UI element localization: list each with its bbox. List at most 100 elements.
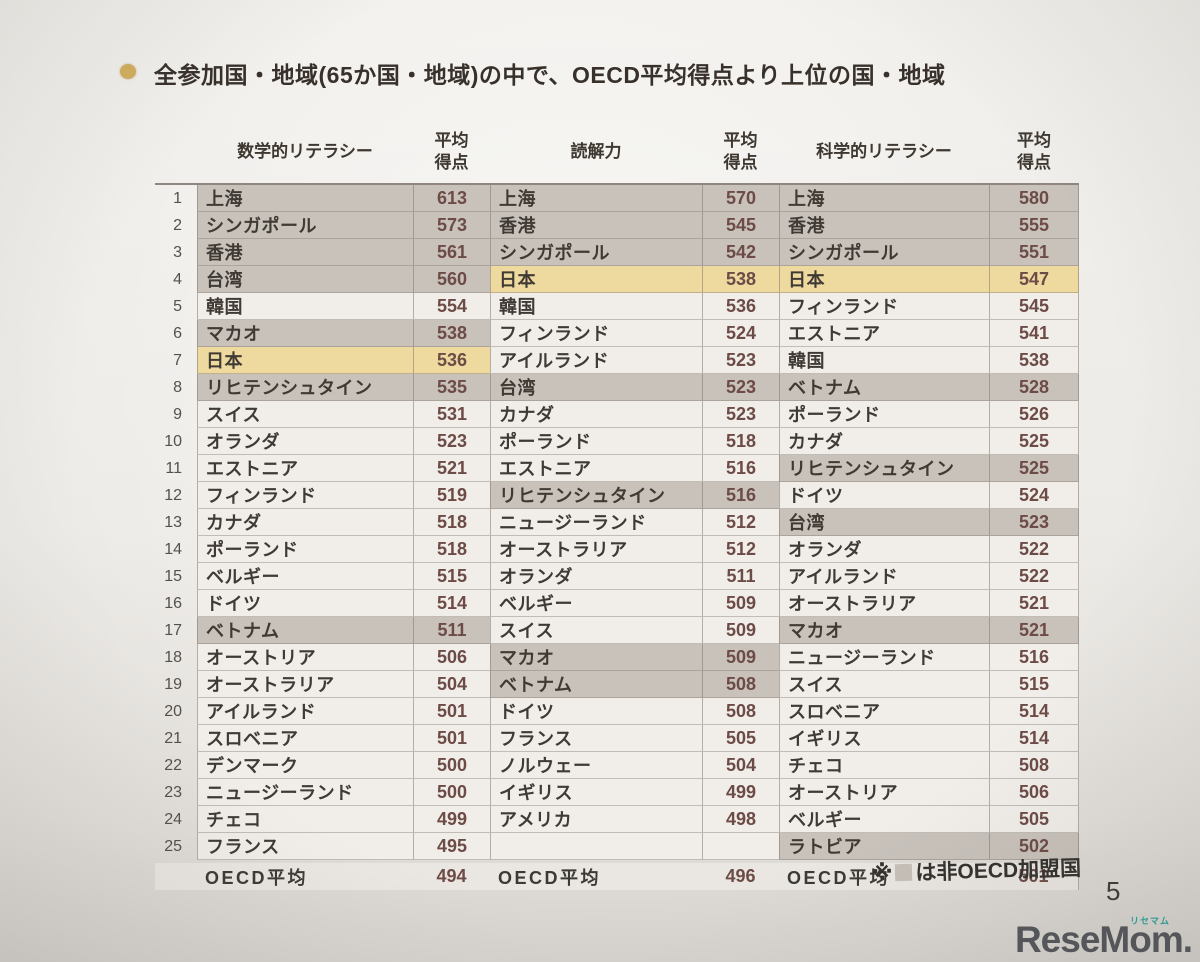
science-score-cell: 522 [989,536,1079,563]
science-score-cell: 522 [989,563,1079,590]
math-country-cell: マカオ [197,320,413,347]
table-row: 14 ポーランド 518 オーストラリア 512 オランダ 522 [155,536,1079,563]
rank-cell: 12 [164,486,182,504]
rank-cell: 3 [173,243,182,261]
rank-cell: 23 [164,783,182,801]
science-score-cell: 541 [989,320,1079,347]
math-score-cell: 500 [413,752,490,779]
table-row: 19 オーストラリア 504 ベトナム 508 スイス 515 [155,671,1079,698]
rank-cell: 6 [173,324,182,342]
table-row: 9 スイス 531 カナダ 523 ポーランド 526 [155,401,1079,428]
science-country-cell: オーストリア [779,779,989,806]
title-bullet-icon [120,64,136,79]
science-country-cell: オランダ [779,536,989,563]
table-row: 12 フィンランド 519 リヒテンシュタイン 516 ドイツ 524 [155,482,1079,509]
table-row: 3 香港 561 シンガポール 542 シンガポール 551 [155,239,1079,266]
reading-score-cell: 499 [702,779,779,806]
table-row: 1 上海 613 上海 570 上海 580 [155,185,1079,212]
rank-cell: 2 [173,216,182,234]
reading-country-cell: 上海 [490,185,702,212]
reading-country-cell: フランス [490,725,702,752]
resemom-watermark: リセマム ReseMom. [1014,917,1193,960]
math-country-cell: 香港 [197,239,413,266]
science-country-cell: シンガポール [779,239,989,266]
reading-country-cell: オランダ [490,563,702,590]
reading-country-cell: 台湾 [490,374,702,401]
rank-cell: 11 [165,459,182,477]
reading-country-cell: シンガポール [490,239,702,266]
math-country-cell: カナダ [197,509,413,536]
science-score-cell: 515 [989,671,1079,698]
table-row: 7 日本 536 アイルランド 523 韓国 538 [155,347,1079,374]
science-score-cell: 514 [989,725,1079,752]
reading-country-cell: フィンランド [490,320,702,347]
math-country-cell: オランダ [197,428,413,455]
math-score-cell: 521 [413,455,490,482]
table-row: 24 チェコ 499 アメリカ 498 ベルギー 505 [155,806,1079,833]
math-country-cell: ドイツ [197,590,413,617]
rank-cell: 25 [164,837,182,855]
reading-score-cell: 518 [702,428,779,455]
math-country-cell: リヒテンシュタイン [197,374,413,401]
rank-cell: 8 [173,378,182,396]
watermark-text: ReseMom. [1014,919,1193,960]
science-score-cell: 524 [989,482,1079,509]
math-score-cell: 613 [413,185,490,212]
math-score-cell: 514 [413,590,490,617]
reading-country-cell: ベルギー [490,590,702,617]
math-score-cell: 506 [413,644,490,671]
oecd-average-row: OECD平均 494 OECD平均 496 OECD平均 501 [155,863,1079,890]
math-country-cell: アイルランド [197,698,413,725]
science-country-cell: 日本 [779,266,989,293]
science-score-cell: 505 [989,806,1079,833]
rank-cell: 19 [164,675,182,693]
math-score-cell: 500 [413,779,490,806]
science-score-cell: 525 [989,428,1079,455]
reading-country-cell: 日本 [490,266,702,293]
reading-score-cell: 516 [702,455,779,482]
table-header: 数学的リテラシー 平均得点 読解力 平均得点 科学的リテラシー 平均得点 [155,120,1079,183]
science-country-cell: エストニア [779,320,989,347]
reading-score-cell: 509 [702,644,779,671]
table-body: 1 上海 613 上海 570 上海 580 2 シンガポール 573 香港 545 香港 555 3 香港 5… [155,183,1079,860]
rank-cell: 9 [173,405,182,423]
science-country-cell: マカオ [779,617,989,644]
reading-score-cell: 545 [702,212,779,239]
scores-table: 数学的リテラシー 平均得点 読解力 平均得点 科学的リテラシー 平均得点 1 上海… [155,120,1079,890]
reading-score-cell: 509 [702,617,779,644]
table-row: 20 アイルランド 501 ドイツ 508 スロベニア 514 [155,698,1079,725]
math-country-cell: 台湾 [197,266,413,293]
math-score-cell: 531 [413,401,490,428]
science-country-cell: イギリス [779,725,989,752]
science-score-cell: 538 [989,347,1079,374]
reading-score-cell: 542 [702,239,779,266]
math-score-cell: 518 [413,536,490,563]
science-country-cell: ポーランド [779,401,989,428]
science-country-cell: ベトナム [779,374,989,401]
reading-score-cell: 509 [702,590,779,617]
reading-score-cell: 512 [702,536,779,563]
table-row: 10 オランダ 523 ポーランド 518 カナダ 525 [155,428,1079,455]
reading-country-cell [490,833,702,860]
reading-score-cell: 538 [702,266,779,293]
rank-cell: 5 [173,297,182,315]
science-country-cell: カナダ [779,428,989,455]
science-score-cell: 508 [989,752,1079,779]
reading-country-cell: アイルランド [490,347,702,374]
math-score-cell: 554 [413,293,490,320]
reading-country-cell: ノルウェー [490,752,702,779]
math-score-cell: 573 [413,212,490,239]
science-country-cell: ドイツ [779,482,989,509]
header-science: 科学的リテラシー [816,141,952,161]
reading-score-cell: 523 [702,374,779,401]
math-country-cell: ベトナム [197,617,413,644]
reading-score-cell: 570 [702,185,779,212]
science-country-cell: 台湾 [779,509,989,536]
rank-cell: 18 [164,648,182,666]
science-score-cell: 547 [989,266,1079,293]
reading-country-cell: 香港 [490,212,702,239]
science-country-cell: アイルランド [779,563,989,590]
table-row: 18 オーストリア 506 マカオ 509 ニュージーランド 516 [155,644,1079,671]
science-score-cell: 580 [989,185,1079,212]
